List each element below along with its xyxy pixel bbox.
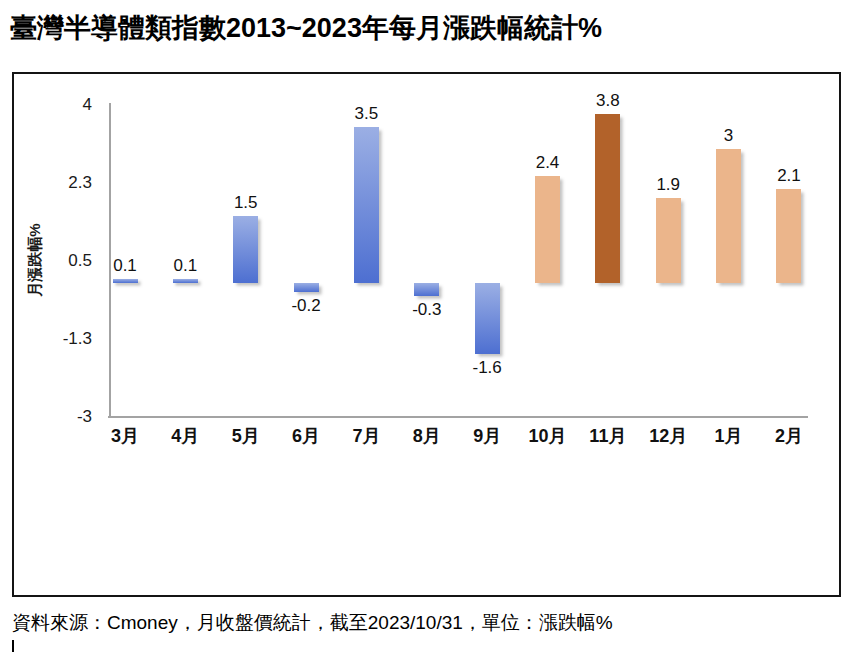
bar-3月 xyxy=(113,279,138,283)
y-tick-label: -1.3 xyxy=(32,328,92,350)
bar-value-label: 1.5 xyxy=(218,193,274,213)
x-axis-line xyxy=(108,416,808,418)
bar-11月 xyxy=(595,114,620,283)
bar-value-label: 2.4 xyxy=(520,153,576,173)
x-axis-label-7月: 7月 xyxy=(334,424,398,448)
bar-4月 xyxy=(173,279,198,283)
x-axis-label-9月: 9月 xyxy=(455,424,519,448)
cropped-box-edge xyxy=(12,640,14,652)
bar-value-label: 3 xyxy=(701,126,757,146)
bar-value-label: -0.3 xyxy=(399,300,455,320)
bar-6月 xyxy=(294,283,319,292)
bar-value-label: 0.1 xyxy=(97,256,153,276)
chart-container: 月漲跌幅% 42.30.5-1.3-3 0.10.11.5-0.23.5-0.3… xyxy=(12,72,841,597)
bar-value-label: 0.1 xyxy=(157,256,213,276)
bar-value-label: -1.6 xyxy=(459,358,515,378)
source-note: 資料來源：Cmoney，月收盤價統計，截至2023/10/31，單位：漲跌幅% xyxy=(12,610,852,636)
bar-value-label: 2.1 xyxy=(761,166,817,186)
x-axis-label-1月: 1月 xyxy=(697,424,761,448)
x-axis-label-6月: 6月 xyxy=(274,424,338,448)
bar-9月 xyxy=(475,283,500,354)
x-axis-label-11月: 11月 xyxy=(576,424,640,448)
bar-12月 xyxy=(656,198,681,283)
x-axis-label-5月: 5月 xyxy=(214,424,278,448)
bar-1月 xyxy=(716,149,741,283)
bar-10月 xyxy=(535,176,560,283)
bar-2月 xyxy=(776,189,801,283)
x-axis-label-12月: 12月 xyxy=(636,424,700,448)
bar-value-label: -0.2 xyxy=(278,296,334,316)
y-tick-label: 0.5 xyxy=(32,250,92,272)
bar-value-label: 3.8 xyxy=(580,91,636,111)
bar-value-label: 1.9 xyxy=(640,175,696,195)
x-axis-label-10月: 10月 xyxy=(516,424,580,448)
bar-7月 xyxy=(354,127,379,283)
x-axis-label-2月: 2月 xyxy=(757,424,821,448)
bar-8月 xyxy=(414,283,439,296)
y-tick-label: 2.3 xyxy=(32,172,92,194)
y-tick-label: -3 xyxy=(32,406,92,428)
y-tick-label: 4 xyxy=(32,94,92,116)
x-axis-label-8月: 8月 xyxy=(395,424,459,448)
x-axis-label-3月: 3月 xyxy=(93,424,157,448)
bar-value-label: 3.5 xyxy=(338,104,394,124)
bar-5月 xyxy=(233,216,258,283)
x-axis-label-4月: 4月 xyxy=(153,424,217,448)
page-title: 臺灣半導體類指數2013~2023年每月漲跌幅統計% xyxy=(10,10,850,46)
